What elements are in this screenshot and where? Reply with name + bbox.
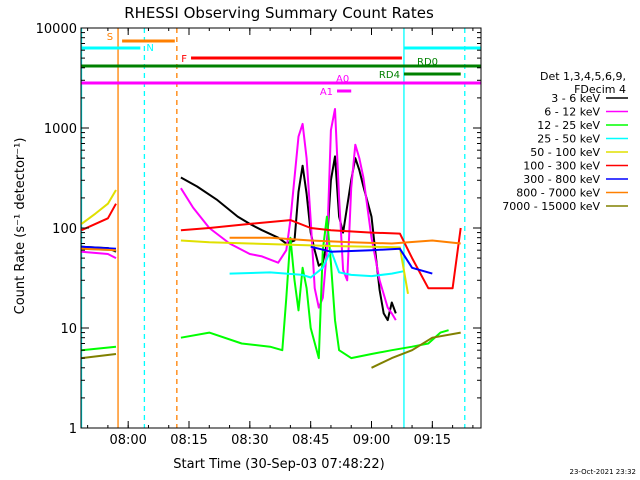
x-axis-label: Start Time (30-Sep-03 07:48:22) [173,457,384,472]
y-tick-label-4: 10000 [36,22,77,37]
legend-label-1: 6 - 12 keV [544,106,600,119]
series-line-5 [81,203,462,290]
legend-label-6: 300 - 800 keV [523,173,600,186]
legend-label-0: 3 - 6 keV [551,92,600,105]
x-tick-label-4: 09:00 [353,433,390,448]
legend-label-7: 800 - 7000 keV [516,187,600,200]
y-tick-label-2: 100 [52,222,77,237]
flag-label-n: N [146,43,153,54]
flag-label-rd0: RD0 [417,57,438,68]
legend-label-8: 7000 - 15000 keV [502,200,600,213]
data-layer [81,28,466,428]
series-line-7 [81,236,461,252]
x-tick-label-0: 08:00 [109,433,146,448]
series-line-1 [81,108,397,321]
x-tick-label-3: 08:45 [292,433,329,448]
series-line-6 [81,245,433,275]
y-tick-label-1: 10 [60,322,77,337]
y-tick-label-0: 1 [69,422,77,437]
y-axis: 1 10 100 1000 10000 [36,22,481,437]
x-tick-label-1: 08:15 [170,433,207,448]
flag-label-a0: A0 [336,74,349,85]
x-tick-label-5: 09:15 [414,433,451,448]
flag-label-rd4: RD4 [379,70,400,81]
legend-label-3: 25 - 50 keV [537,133,600,146]
legend-label-4: 50 - 100 keV [530,146,600,159]
x-axis: 08:00 08:15 08:30 08:45 09:00 09:15 [87,28,474,448]
footer-timestamp: 23-Oct-2021 23:32 [570,468,636,476]
legend-header-0: Det 1,3,4,5,6,9, [540,70,626,83]
legend-label-5: 100 - 300 keV [523,160,600,173]
series-line-8 [81,331,461,369]
chart-title: RHESSI Observing Summary Count Rates [124,4,434,22]
x-tick-label-2: 08:30 [231,433,268,448]
series-line-2 [81,215,449,360]
legend-header-1: FDecim 4 [574,83,626,96]
y-tick-label-3: 1000 [44,122,77,137]
flag-label-a1: A1 [320,87,333,98]
y-axis-label: Count Rate (s⁻¹ detector⁻¹) [13,138,28,315]
legend-label-2: 12 - 25 keV [537,119,600,132]
flag-label-f: F [181,54,187,65]
flag-label-s: S [107,32,113,43]
